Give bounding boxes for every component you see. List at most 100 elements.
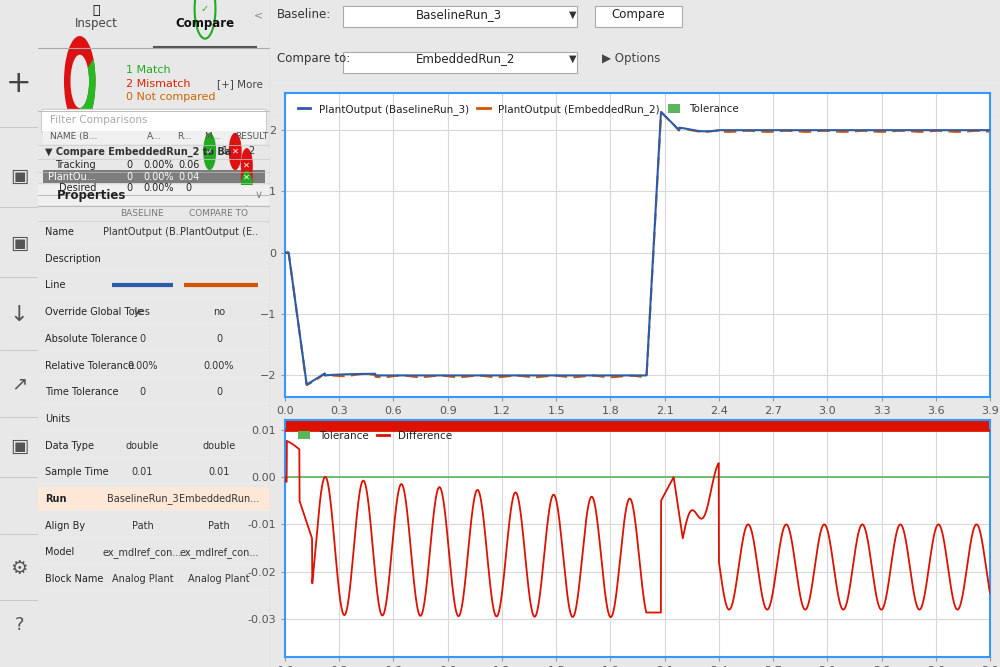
Text: EmbeddedRun_2: EmbeddedRun_2: [416, 52, 515, 65]
Text: Sample Time: Sample Time: [45, 468, 109, 477]
PlantOutput (BaselineRun_3): [401, 372, 413, 380]
FancyBboxPatch shape: [343, 6, 577, 27]
Text: 0: 0: [126, 161, 132, 170]
Text: Filter Comparisons: Filter Comparisons: [50, 115, 147, 125]
Text: ▣: ▣: [10, 234, 28, 253]
Text: 0: 0: [126, 172, 132, 181]
Bar: [43, 131, 265, 144]
PlantOutput (BaselineRun_3): [895, 126, 907, 134]
Text: ✓: ✓: [206, 147, 213, 156]
PlantOutput (EmbeddedRun_2): [279, 249, 291, 257]
Text: ▼ Compare EmbeddedRun_2 to Ba: ▼ Compare EmbeddedRun_2 to Ba: [45, 146, 231, 157]
PlantOutput (EmbeddedRun_2): [401, 372, 413, 380]
Text: double: double: [202, 441, 236, 450]
Text: Compare: Compare: [175, 17, 235, 30]
Text: 1: 1: [222, 147, 229, 156]
FancyBboxPatch shape: [41, 109, 267, 133]
Text: 0 Not compared: 0 Not compared: [126, 93, 216, 102]
Text: ✓: ✓: [201, 4, 209, 13]
Text: Baseline:: Baseline:: [277, 8, 332, 21]
Text: ?: ?: [14, 616, 24, 634]
Circle shape: [241, 171, 253, 205]
Text: EmbeddedRun...: EmbeddedRun...: [179, 494, 259, 504]
FancyBboxPatch shape: [343, 52, 577, 73]
Text: M...: M...: [204, 132, 220, 141]
Text: RESULT: RESULT: [235, 132, 268, 141]
Text: 0.00%: 0.00%: [204, 361, 234, 370]
PlantOutput (EmbeddedRun_2): [550, 372, 562, 380]
Text: Block Name: Block Name: [45, 574, 103, 584]
Text: 0.04: 0.04: [178, 172, 199, 181]
PlantOutput (BaselineRun_3): [984, 126, 996, 134]
Text: 0: 0: [126, 183, 132, 193]
Bar: [43, 170, 265, 183]
Text: ∨: ∨: [255, 191, 263, 200]
Line: PlantOutput (BaselineRun_3): PlantOutput (BaselineRun_3): [285, 112, 990, 384]
PlantOutput (BaselineRun_3): [971, 126, 983, 134]
PlantOutput (BaselineRun_3): [301, 380, 313, 388]
PlantOutput (BaselineRun_3): [550, 372, 562, 380]
Text: ex_mdlref_con...: ex_mdlref_con...: [179, 547, 259, 558]
Wedge shape: [80, 59, 96, 127]
Text: Tracking: Tracking: [55, 161, 96, 170]
Circle shape: [203, 133, 216, 170]
Text: ✕: ✕: [243, 172, 250, 181]
Line: PlantOutput (EmbeddedRun_2): PlantOutput (EmbeddedRun_2): [285, 112, 990, 385]
Circle shape: [241, 159, 253, 194]
PlantOutput (EmbeddedRun_2): [655, 108, 667, 116]
Text: PlantOutput (B..: PlantOutput (B..: [103, 227, 182, 237]
Circle shape: [241, 148, 253, 183]
Text: ⚙  ◫  ↗  ↙  ◱  ⊕  ∿  〉  〈: ⚙ ◫ ↗ ↙ ◱ ⊕ ∿ 〉 〈: [848, 94, 985, 103]
Text: Description: Description: [45, 254, 101, 263]
Text: BaselineRun_3: BaselineRun_3: [416, 8, 502, 21]
Text: PlantOutput (E..: PlantOutput (E..: [180, 227, 258, 237]
Text: Compare to:: Compare to:: [277, 52, 351, 65]
PlantOutput (EmbeddedRun_2): [301, 381, 313, 389]
PlantOutput (BaselineRun_3): [279, 249, 291, 257]
Text: Run: Run: [45, 494, 66, 504]
Text: 0.06: 0.06: [178, 161, 199, 170]
Text: COMPARE TO: COMPARE TO: [189, 209, 248, 218]
Text: <: <: [254, 11, 263, 20]
Text: 2: 2: [248, 147, 254, 156]
Text: Model: Model: [45, 548, 74, 557]
Text: Absolute Tolerance: Absolute Tolerance: [45, 334, 137, 344]
Circle shape: [229, 133, 242, 170]
Text: Time Tolerance: Time Tolerance: [45, 388, 118, 397]
Text: Data Type: Data Type: [45, 441, 94, 450]
Text: ✕: ✕: [232, 147, 239, 156]
Text: NAME (B...: NAME (B...: [50, 132, 97, 141]
Text: yes: yes: [134, 307, 151, 317]
Text: ▼: ▼: [569, 53, 577, 63]
Text: Inspect: Inspect: [75, 17, 117, 30]
Legend: PlantOutput (BaselineRun_3), PlantOutput (EmbeddedRun_2), Tolerance: PlantOutput (BaselineRun_3), PlantOutput…: [294, 100, 743, 119]
Text: Name: Name: [45, 227, 74, 237]
Text: 0: 0: [216, 388, 222, 397]
PlantOutput (BaselineRun_3): [580, 372, 592, 380]
Text: ✕: ✕: [243, 161, 250, 170]
Text: 0.01: 0.01: [208, 468, 230, 477]
Text: Align By: Align By: [45, 521, 85, 530]
Text: [+] More: [+] More: [217, 79, 263, 89]
Text: PlantOu...: PlantOu...: [48, 172, 96, 181]
Text: 0.00%: 0.00%: [127, 361, 158, 370]
Text: 1 Match: 1 Match: [126, 65, 171, 75]
Text: ⚙: ⚙: [10, 559, 28, 578]
Text: Line: Line: [45, 281, 65, 290]
Text: 🔍: 🔍: [92, 3, 100, 17]
Text: Properties: Properties: [57, 189, 126, 202]
PlantOutput (EmbeddedRun_2): [971, 127, 983, 135]
Bar: [38, 487, 270, 510]
Text: ✓: ✓: [243, 183, 250, 193]
Text: Path: Path: [208, 521, 230, 530]
Bar: [38, 185, 270, 205]
Text: double: double: [126, 441, 159, 450]
Text: ▣: ▣: [10, 438, 28, 456]
Legend: Tolerance, Difference: Tolerance, Difference: [294, 427, 456, 445]
Text: Units: Units: [45, 414, 70, 424]
Text: BASELINE: BASELINE: [121, 209, 164, 218]
PlantOutput (EmbeddedRun_2): [984, 127, 996, 135]
Wedge shape: [64, 36, 96, 127]
Text: 0.00%: 0.00%: [143, 161, 174, 170]
Text: 0.00%: 0.00%: [143, 183, 174, 193]
